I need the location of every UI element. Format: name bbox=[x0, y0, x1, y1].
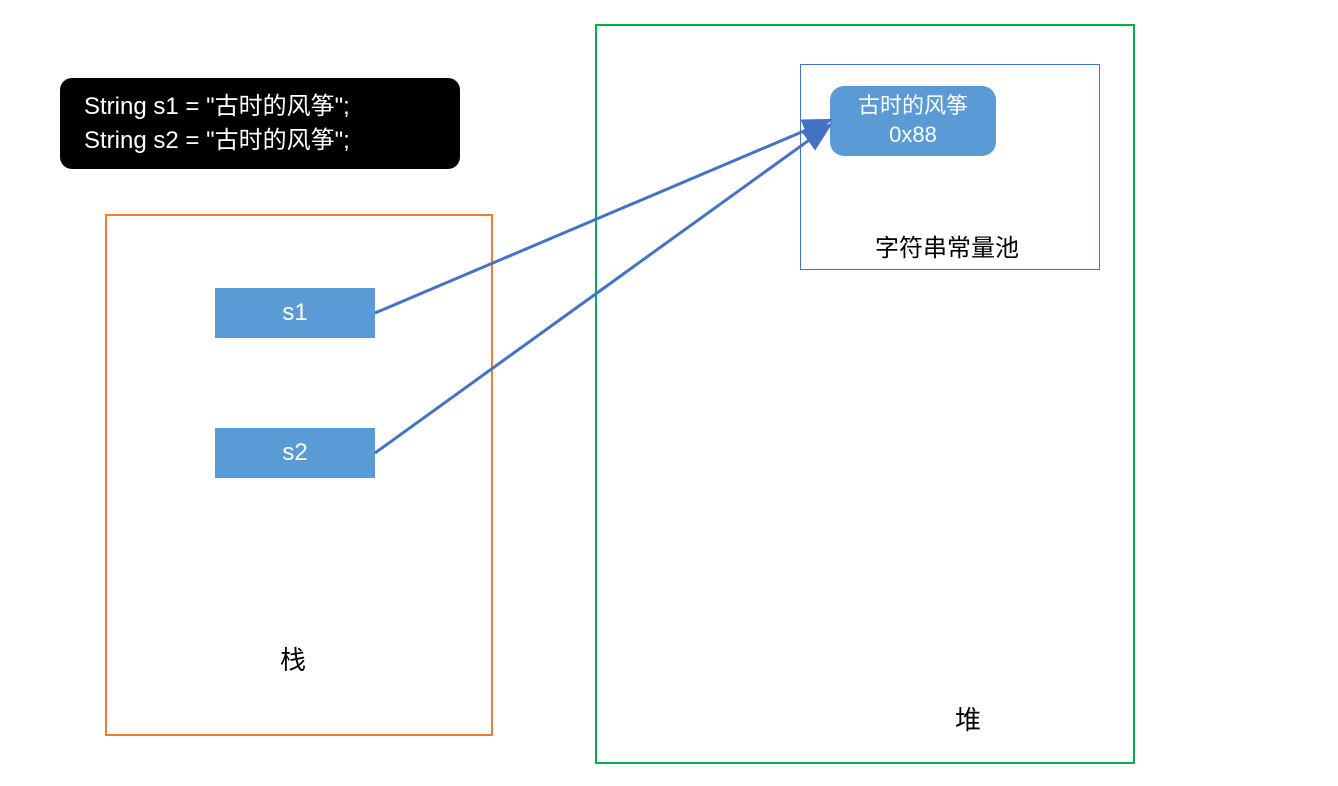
code-line-2: String s2 = "古时的风筝"; bbox=[84, 124, 436, 158]
variable-s2: s2 bbox=[215, 428, 375, 478]
string-object-value: 古时的风筝 bbox=[858, 92, 968, 121]
string-pool-label: 字符串常量池 bbox=[875, 228, 1019, 263]
variable-s2-label: s2 bbox=[282, 439, 307, 467]
string-object-address: 0x88 bbox=[889, 121, 937, 150]
variable-s1-label: s1 bbox=[282, 299, 307, 327]
stack-label: 栈 bbox=[280, 640, 306, 677]
string-object: 古时的风筝 0x88 bbox=[830, 86, 996, 156]
code-block: String s1 = "古时的风筝"; String s2 = "古时的风筝"… bbox=[60, 78, 460, 169]
heap-label: 堆 bbox=[955, 700, 981, 737]
code-line-1: String s1 = "古时的风筝"; bbox=[84, 90, 436, 124]
variable-s1: s1 bbox=[215, 288, 375, 338]
